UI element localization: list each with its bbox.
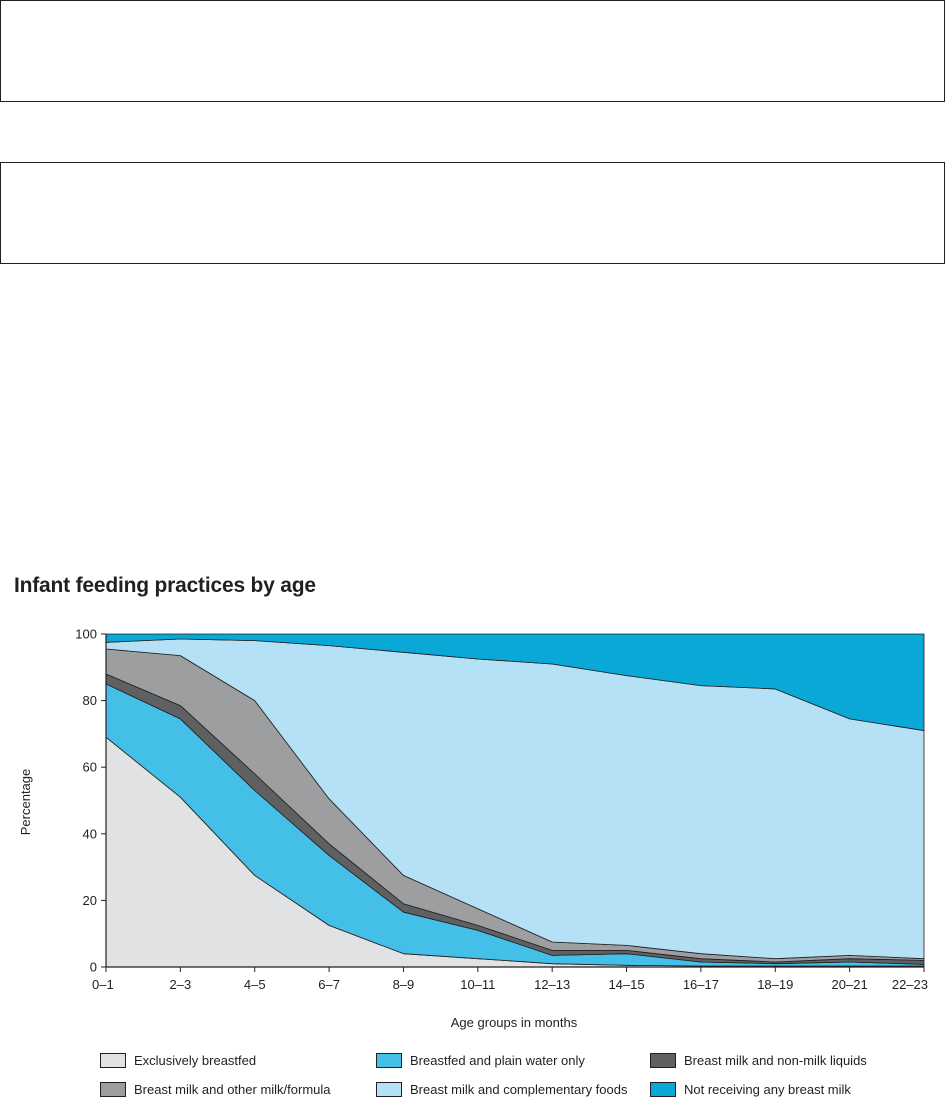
legend-label: Breast milk and complementary foods bbox=[410, 1081, 628, 1097]
legend-item-breastfed-and-plain-water-only: Breastfed and plain water only bbox=[376, 1050, 585, 1070]
chart-axes: 0 20 40 60 80 100 0–1 2–3 4–5 6–7 8–9 10–11 12–13 14–… bbox=[75, 627, 928, 993]
legend-item-breast-milk-and-non-milk-liquids: Breast milk and non-milk liquids bbox=[650, 1050, 867, 1070]
x-tick-label: 14–15 bbox=[608, 977, 644, 992]
x-tick-label: 0–1 bbox=[92, 977, 114, 992]
chart-areas bbox=[105, 633, 925, 968]
area-chart: 0 20 40 60 80 100 0–1 2–3 4–5 6–7 8–9 10–11 12–13 14–… bbox=[18, 627, 928, 1031]
x-tick-label: 12–13 bbox=[534, 977, 570, 992]
y-tick-label: 60 bbox=[83, 760, 97, 775]
y-tick-label: 20 bbox=[83, 893, 97, 908]
y-tick-label: 40 bbox=[83, 826, 97, 841]
legend-swatch bbox=[650, 1081, 676, 1097]
legend-swatch bbox=[650, 1052, 676, 1068]
x-axis-label: Age groups in months bbox=[451, 1015, 578, 1030]
x-tick-label: 18–19 bbox=[757, 977, 793, 992]
y-axis-label: Percentage bbox=[18, 769, 33, 836]
legend-item-not-receiving-any-breast-milk: Not receiving any breast milk bbox=[650, 1079, 851, 1099]
x-tick-label: 2–3 bbox=[170, 977, 192, 992]
legend-label: Not receiving any breast milk bbox=[684, 1081, 851, 1097]
legend-swatch bbox=[376, 1052, 402, 1068]
x-tick-label: 20–21 bbox=[832, 977, 868, 992]
x-tick-label: 8–9 bbox=[393, 977, 415, 992]
legend-swatch bbox=[376, 1081, 402, 1097]
legend-label: Breast milk and non-milk liquids bbox=[684, 1052, 867, 1068]
legend-item-breast-milk-and-complementary-foods: Breast milk and complementary foods bbox=[376, 1079, 627, 1099]
y-tick-label: 0 bbox=[90, 960, 97, 975]
blank-text-box-top bbox=[0, 0, 945, 102]
chart-legend: Exclusively breastfed Breastfed and plain… bbox=[100, 1050, 920, 1110]
x-tick-label: 22–23 bbox=[892, 977, 928, 992]
y-tick-label: 80 bbox=[83, 693, 97, 708]
legend-label: Breast milk and other milk/formula bbox=[134, 1081, 331, 1097]
blank-text-box-bottom bbox=[0, 162, 945, 264]
area-not-receiving-any-breast-milk bbox=[105, 633, 925, 731]
legend-item-exclusively-breastfed: Exclusively breastfed bbox=[100, 1050, 256, 1070]
x-tick-label: 6–7 bbox=[318, 977, 340, 992]
legend-label: Breastfed and plain water only bbox=[410, 1052, 585, 1068]
chart-title: Infant feeding practices by age bbox=[14, 574, 316, 597]
y-tick-label: 100 bbox=[75, 627, 97, 642]
legend-swatch bbox=[100, 1052, 126, 1068]
legend-label: Exclusively breastfed bbox=[134, 1052, 257, 1068]
x-tick-label: 10–11 bbox=[460, 977, 495, 992]
legend-item-breast-milk-and-other-milk-formula: Breast milk and other milk/formula bbox=[100, 1079, 331, 1099]
x-tick-label: 4–5 bbox=[244, 977, 266, 992]
x-tick-label: 16–17 bbox=[683, 977, 719, 992]
legend-swatch bbox=[100, 1081, 126, 1097]
